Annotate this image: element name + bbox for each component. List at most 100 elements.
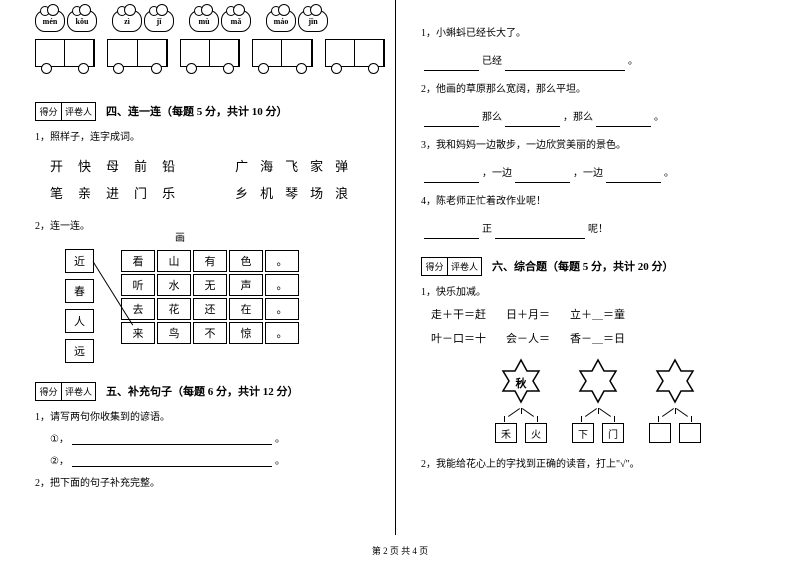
cloud: máo xyxy=(266,10,296,32)
char: 门 xyxy=(134,183,147,202)
side-item: 近 xyxy=(65,249,94,273)
char: 母 xyxy=(106,156,119,175)
char: 海 xyxy=(260,156,273,175)
char: 进 xyxy=(106,183,119,202)
section5-header: 得分 评卷人 五、补充句子（每题 6 分，共计 12 分） xyxy=(35,382,385,401)
sentence-fill: 那么，那么。 xyxy=(421,109,775,127)
split-item: 香－＿＝日 xyxy=(570,330,625,346)
cell: 不 xyxy=(193,322,227,344)
cloud: kǒu xyxy=(67,10,97,32)
char: 乡 xyxy=(235,183,248,202)
char-groups: 开快母前铅 笔亲进门乐 广海飞家弹 乡机琴场浪 xyxy=(35,148,385,210)
split-item: 日＋月＝ xyxy=(506,306,550,322)
cell: 听 xyxy=(121,274,155,296)
cell: 去 xyxy=(121,298,155,320)
char: 广 xyxy=(235,156,248,175)
cell: 无 xyxy=(193,274,227,296)
result-box: 门 xyxy=(602,423,624,443)
char: 快 xyxy=(78,156,91,175)
cell: 。 xyxy=(265,322,299,344)
char: 场 xyxy=(310,183,323,202)
side-item: 春 xyxy=(65,279,94,303)
score-label: 得分 xyxy=(36,383,62,400)
star-group xyxy=(649,358,701,443)
char: 开 xyxy=(50,156,63,175)
split-item: 叶－口＝十 xyxy=(431,330,486,346)
split-item: 立＋＿＝童 xyxy=(570,306,625,322)
cell: 。 xyxy=(265,250,299,272)
sentence: 3，我和妈妈一边散步，一边欣赏美丽的景色。 xyxy=(421,137,775,155)
cell: 在 xyxy=(229,298,263,320)
star-shape: 秋 xyxy=(496,358,546,408)
s6-q1: 1，快乐加减。 xyxy=(421,283,775,298)
train xyxy=(252,39,312,67)
side-item: 人 xyxy=(65,309,94,333)
page-footer: 第 2 页 共 4 页 xyxy=(0,544,800,557)
section4-title: 四、连一连（每题 5 分，共计 10 分） xyxy=(106,103,288,121)
train xyxy=(325,39,385,67)
result-box: 禾 xyxy=(495,423,517,443)
worksheet-page: ménkǒu zìjǐ mùmǎ máojīn 得分 评卷人 四、连一连（每题 … xyxy=(0,0,800,535)
score-label: 得分 xyxy=(422,258,448,275)
sentence-fill: ，一边，一边。 xyxy=(421,165,775,183)
section4-header: 得分 评卷人 四、连一连（每题 5 分，共计 10 分） xyxy=(35,102,385,121)
train-row xyxy=(35,39,385,67)
cloud: mǎ xyxy=(221,10,251,32)
cloud: mén xyxy=(35,10,65,32)
poem-grid: 看山有色。 听水无声。 去花还在。 来鸟不惊。 xyxy=(120,249,300,345)
cell: 来 xyxy=(121,322,155,344)
sentence-fill: 已经。 xyxy=(421,53,775,71)
star-shape xyxy=(573,358,623,408)
left-column: ménkǒu zìjǐ mùmǎ máojīn 得分 评卷人 四、连一连（每题 … xyxy=(0,0,395,535)
reviewer-label: 评卷人 xyxy=(448,258,481,275)
result-box xyxy=(649,423,671,443)
char: 弹 xyxy=(335,156,348,175)
sentence: 4，陈老师正忙着改作业呢！ xyxy=(421,193,775,211)
char: 亲 xyxy=(78,183,91,202)
sentence: 2，他画的草原那么宽阔，那么平坦。 xyxy=(421,81,775,99)
stars-row: 秋 禾 火 下 门 xyxy=(421,358,775,443)
train xyxy=(35,39,95,67)
section6-header: 得分 评卷人 六、综合题（每题 5 分，共计 20 分） xyxy=(421,257,775,276)
star-shape xyxy=(650,358,700,408)
star-group: 下 门 xyxy=(572,358,624,443)
pinyin-clouds: ménkǒu zìjǐ mùmǎ máojīn xyxy=(35,10,385,32)
s5-q2: 2，把下面的句子补充完整。 xyxy=(35,474,385,489)
cell: 声 xyxy=(229,274,263,296)
char: 琴 xyxy=(285,183,298,202)
result-box: 火 xyxy=(525,423,547,443)
grid-title: 画 xyxy=(175,229,185,244)
char: 机 xyxy=(260,183,273,202)
result-box: 下 xyxy=(572,423,594,443)
right-column: 1，小蝌蚪已经长大了。 已经。 2，他画的草原那么宽阔，那么平坦。 那么，那么。… xyxy=(395,0,800,535)
char: 乐 xyxy=(162,183,175,202)
train xyxy=(180,39,240,67)
score-box: 得分 评卷人 xyxy=(35,102,96,121)
cloud: mù xyxy=(189,10,219,32)
cloud: jīn xyxy=(298,10,328,32)
cell: 还 xyxy=(193,298,227,320)
cell: 。 xyxy=(265,274,299,296)
section5-title: 五、补充句子（每题 6 分，共计 12 分） xyxy=(106,383,299,401)
q2-label: 2，连一连。 xyxy=(35,217,385,232)
split-row: 走＋干＝赶 日＋月＝ 立＋＿＝童 xyxy=(431,306,765,322)
cell: 鸟 xyxy=(157,322,191,344)
section6-title: 六、综合题（每题 5 分，共计 20 分） xyxy=(492,258,674,276)
matching-diagram: 画 近 春 人 远 看山有色。 听水无声。 去花还在。 来鸟不惊。 xyxy=(65,237,385,357)
reviewer-label: 评卷人 xyxy=(62,103,95,120)
cell: 色 xyxy=(229,250,263,272)
side-item: 远 xyxy=(65,339,94,363)
cell: 看 xyxy=(121,250,155,272)
s5-line2: ②，。 xyxy=(50,452,385,467)
cell: 山 xyxy=(157,250,191,272)
sentence: 1，小蝌蚪已经长大了。 xyxy=(421,25,775,43)
s5-line1: ①，。 xyxy=(50,430,385,445)
score-label: 得分 xyxy=(36,103,62,120)
char: 浪 xyxy=(335,183,348,202)
split-row: 叶－口＝十 会－人＝ 香－＿＝日 xyxy=(431,330,765,346)
cell: 花 xyxy=(157,298,191,320)
score-box: 得分 评卷人 xyxy=(35,382,96,401)
result-box xyxy=(679,423,701,443)
cell: 有 xyxy=(193,250,227,272)
s5-q1: 1，请写两句你收集到的谚语。 xyxy=(35,408,385,423)
